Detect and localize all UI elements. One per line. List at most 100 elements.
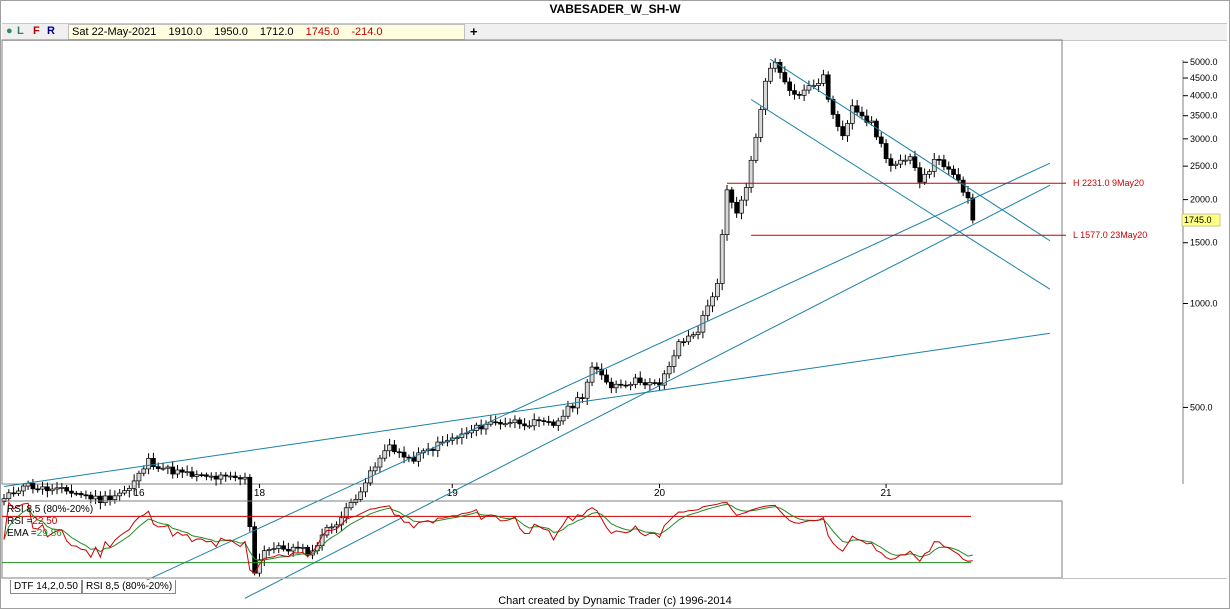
indicator-tabs: DTF 14,2,0.50 RSI 8,5 (80%-20%) xyxy=(2,578,1227,595)
add-plus-icon[interactable]: + xyxy=(470,24,478,39)
x-tick-label: 18 xyxy=(254,488,266,499)
candle xyxy=(117,492,123,497)
candle xyxy=(512,419,518,424)
candle xyxy=(946,166,952,170)
candle xyxy=(122,490,127,494)
x-tick-label: 16 xyxy=(133,488,145,499)
candle xyxy=(599,368,605,376)
candle xyxy=(54,487,60,490)
candle xyxy=(618,383,624,386)
candle xyxy=(69,490,74,494)
rsi-value: 22.50 xyxy=(32,516,58,527)
ohlc-high: 1950.0 xyxy=(214,26,248,38)
candle xyxy=(565,405,571,417)
candle xyxy=(825,74,831,100)
candle xyxy=(965,191,971,199)
toolbar-button-r[interactable]: R xyxy=(47,25,55,37)
candle xyxy=(739,199,744,214)
credit-text: Chart created by Dynamic Trader (c) 1996… xyxy=(498,595,732,607)
candle xyxy=(493,421,498,424)
candle xyxy=(898,159,903,165)
candle xyxy=(377,457,383,468)
candle xyxy=(300,546,306,549)
candle xyxy=(816,82,821,86)
trendline xyxy=(3,332,1051,488)
candle xyxy=(126,488,132,491)
candle xyxy=(401,451,407,458)
candle xyxy=(396,451,402,454)
candle xyxy=(845,123,850,137)
candle xyxy=(777,62,783,73)
tab-rsi[interactable]: RSI 8,5 (80%-20%) xyxy=(82,580,177,594)
candle xyxy=(748,159,754,188)
candle xyxy=(927,171,932,175)
candle xyxy=(276,545,282,549)
candle xyxy=(666,365,672,375)
rsi-legend: RSI 8,5 (80%-20%) RSI =22.50 EMA =29.86 xyxy=(7,504,94,539)
candle xyxy=(705,305,711,316)
candle xyxy=(102,495,108,504)
candle xyxy=(223,474,229,477)
candle xyxy=(160,467,166,470)
candle xyxy=(782,72,788,83)
candle xyxy=(527,425,532,428)
candle xyxy=(580,397,585,399)
candle xyxy=(73,492,79,495)
candle xyxy=(93,495,98,500)
candle xyxy=(498,421,503,425)
candle xyxy=(768,67,773,82)
y-tick-label: 4500.0 xyxy=(1190,73,1218,83)
candle xyxy=(830,98,836,115)
candle xyxy=(242,476,248,480)
candle xyxy=(35,488,41,491)
candle xyxy=(893,163,899,166)
x-tick-label: 19 xyxy=(447,488,459,499)
price-panel-border xyxy=(1,39,1063,485)
candle xyxy=(710,296,715,307)
candle xyxy=(801,89,807,96)
candle xyxy=(286,548,291,552)
candle xyxy=(25,482,31,487)
candle xyxy=(228,475,233,478)
candle xyxy=(98,495,103,504)
trendline xyxy=(133,162,1051,587)
candle xyxy=(141,468,147,474)
candle xyxy=(859,111,865,117)
toolbar-button-f[interactable]: F xyxy=(33,25,40,37)
trendline xyxy=(770,58,1051,242)
candle xyxy=(382,450,388,459)
candle xyxy=(878,136,884,144)
rsi-panel-border xyxy=(1,500,1063,579)
candle xyxy=(584,381,590,399)
candle xyxy=(671,355,677,367)
rsi-panel xyxy=(1,500,1063,579)
y-tick-label: 3500.0 xyxy=(1190,111,1218,121)
y-tick-label: 3000.0 xyxy=(1190,134,1218,144)
candle xyxy=(883,143,889,159)
candle xyxy=(628,384,633,387)
candle xyxy=(652,382,658,384)
candle xyxy=(208,475,214,478)
y-tick-label: 2500.0 xyxy=(1190,161,1218,171)
candle xyxy=(20,485,26,492)
ohlc-change: -214.0 xyxy=(351,26,383,38)
candle xyxy=(956,174,961,181)
candle xyxy=(363,482,368,493)
candle xyxy=(719,234,725,284)
trendline xyxy=(244,184,1051,599)
candle xyxy=(541,420,547,422)
candle xyxy=(951,168,956,175)
candle xyxy=(334,524,339,528)
candle xyxy=(179,469,185,473)
tab-dtf[interactable]: DTF 14,2,0.50 xyxy=(10,580,82,594)
candle xyxy=(608,381,614,389)
price-panel: 500.0 1000.0 1500.0 2000.0 2500.0 3000.0 3500.… xyxy=(1,39,1221,599)
toolbar-button-l[interactable]: L xyxy=(17,25,24,37)
candle xyxy=(295,546,301,549)
candle xyxy=(753,137,759,161)
candle xyxy=(64,487,70,492)
candle xyxy=(290,546,296,552)
candle xyxy=(305,546,311,556)
level-label: H 2231.0 9May20 xyxy=(1073,178,1144,188)
